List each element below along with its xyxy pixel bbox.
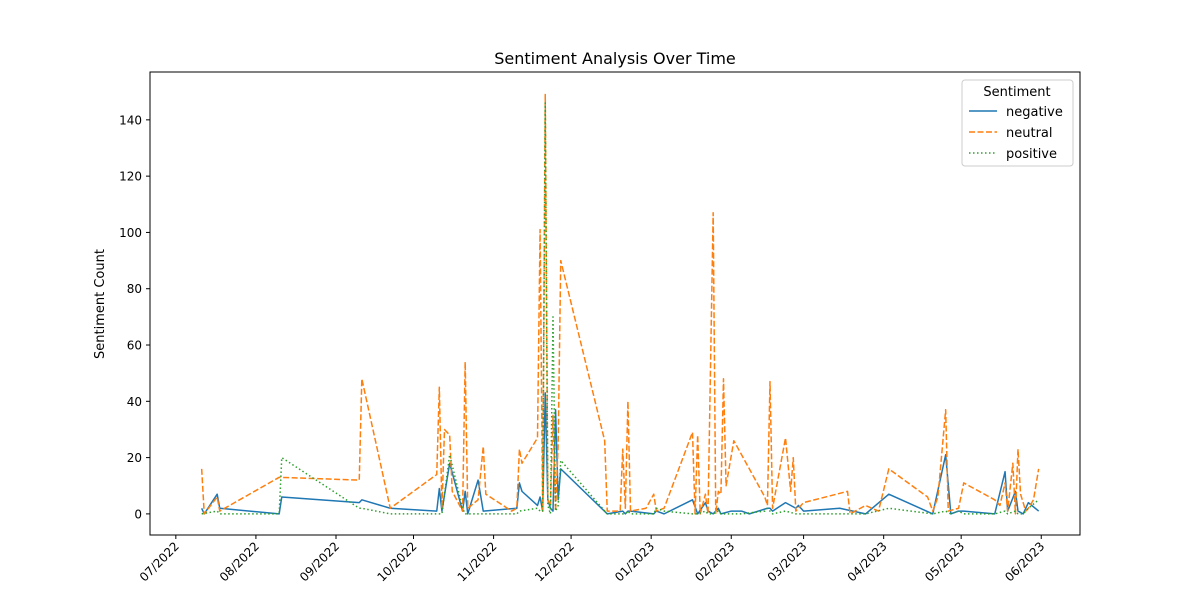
y-tick-label: 20 (127, 451, 142, 465)
legend-entry-positive: positive (969, 147, 1057, 162)
x-axis: 07/2022 08/2022 09/2022 10/2022 11/2022 12/20… (137, 535, 1047, 584)
x-tick-label: 10/2022 (374, 539, 419, 584)
series-line-negative (200, 392, 1040, 515)
series-line-neutral (200, 93, 1040, 515)
y-tick-label: 0 (134, 507, 142, 521)
x-tick-label: 06/2023 (1002, 539, 1047, 584)
x-tick-label: 05/2023 (922, 539, 967, 584)
x-tick-label: 04/2023 (845, 539, 890, 584)
x-tick-label: 03/2023 (765, 539, 810, 584)
legend-label-neutral: neutral (1006, 126, 1053, 141)
series-line-positive (201, 102, 1040, 515)
legend-box (961, 79, 1074, 167)
y-tick-label: 120 (119, 170, 142, 184)
y-tick-label: 80 (127, 282, 142, 296)
legend-label-negative: negative (1006, 105, 1063, 120)
legend: Sentiment negative neutral positive (961, 79, 1074, 167)
x-tick-label: 07/2022 (137, 539, 182, 584)
x-tick-label: 12/2022 (532, 539, 577, 584)
x-tick-label: 08/2022 (217, 539, 262, 584)
y-axis-label: Sentiment Count (93, 249, 108, 359)
legend-label-positive: positive (1006, 147, 1057, 162)
x-tick-label: 11/2022 (455, 539, 500, 584)
legend-entry-negative: negative (969, 105, 1063, 120)
plot-series (200, 93, 1040, 515)
x-tick-label: 01/2023 (612, 539, 657, 584)
chart-title: Sentiment Analysis Over Time (494, 49, 736, 68)
x-tick-label: 02/2023 (692, 539, 737, 584)
legend-title: Sentiment (983, 85, 1050, 100)
legend-entry-neutral: neutral (969, 126, 1053, 141)
y-tick-label: 60 (127, 339, 142, 353)
y-tick-label: 40 (127, 395, 142, 409)
y-axis: 0 20 40 60 80 100 120 140 (119, 113, 150, 521)
y-tick-label: 100 (119, 226, 142, 240)
y-tick-label: 140 (119, 113, 142, 127)
x-tick-label: 09/2022 (297, 539, 342, 584)
plot-frame (149, 71, 1081, 536)
